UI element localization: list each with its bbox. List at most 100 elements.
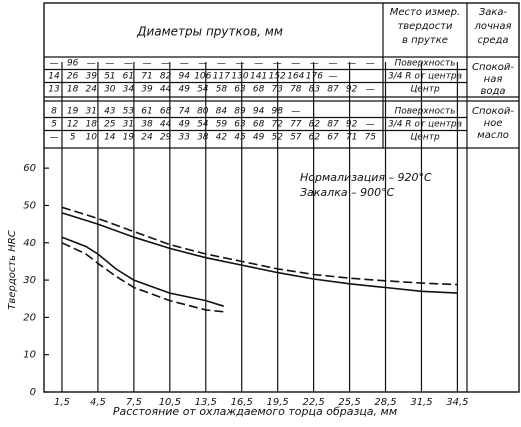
series-line [61, 242, 224, 313]
header-medium: лочная [473, 21, 511, 32]
cell: 38 [141, 120, 153, 130]
cell: — [236, 59, 245, 69]
cell: 19 [67, 107, 79, 117]
cell: 71 [141, 72, 152, 82]
y-tick-label: 30 [23, 275, 36, 286]
cell: 44 [160, 120, 172, 130]
medium: Спокой- [472, 106, 514, 117]
cell: 14 [48, 72, 60, 82]
cell: 61 [141, 107, 152, 117]
cell: 83 [309, 85, 321, 95]
cell: — [50, 133, 59, 143]
cell: 51 [104, 72, 115, 82]
cell: 29 [160, 133, 172, 143]
cell: 18 [85, 120, 97, 130]
cell: 75 [364, 133, 376, 143]
cell: 94 [253, 107, 265, 117]
cell: — [366, 59, 375, 69]
cell: 18 [67, 85, 79, 95]
cell: 74 [178, 107, 190, 117]
x-tick-label: 31,5 [410, 397, 432, 408]
x-tick-label: 10,5 [159, 397, 181, 408]
header-medium: среда [477, 35, 508, 46]
cell: 34 [123, 85, 135, 95]
cell: — [161, 59, 170, 69]
x-tick-label: 34,5 [446, 397, 468, 408]
cell: 62 [309, 133, 321, 143]
cell: 57 [290, 133, 302, 143]
y-tick-label: 60 [23, 163, 36, 174]
cell: 92 [346, 120, 358, 130]
cell: 49 [178, 120, 190, 130]
annotation: Нормализация – 920°C [300, 171, 432, 184]
cell: 44 [160, 85, 172, 95]
cell: 39 [141, 85, 153, 95]
cell: — [180, 59, 189, 69]
place: Центр [410, 85, 440, 95]
x-tick-label: 28,5 [374, 397, 396, 408]
medium: ное [484, 118, 503, 129]
x-tick-label: 4,5 [90, 397, 106, 408]
cell: — [143, 59, 152, 69]
cell: 33 [178, 133, 190, 143]
cell: 25 [104, 120, 116, 130]
cell: 8 [51, 107, 57, 117]
cell: 59 [216, 120, 228, 130]
cell: 61 [123, 72, 134, 82]
header-place: твердости [397, 21, 453, 32]
cell: 26 [67, 72, 79, 82]
cell: 38 [197, 133, 209, 143]
cell: 82 [309, 120, 321, 130]
cell: — [310, 59, 319, 69]
cell: 80 [197, 107, 209, 117]
x-tick-label: 16,5 [231, 397, 253, 408]
place: Поверхность [394, 59, 455, 69]
place: Центр [410, 133, 440, 143]
cell: 141 [250, 72, 267, 82]
cell: 19 [123, 133, 135, 143]
cell: 87 [327, 85, 339, 95]
series-line [61, 206, 458, 286]
header-medium: Зака- [479, 7, 508, 18]
cell: 96 [67, 59, 79, 69]
cell: 68 [253, 120, 265, 130]
cell: 53 [123, 107, 135, 117]
cell: 71 [346, 133, 357, 143]
cell: — [366, 120, 375, 130]
y-axis-label: Твердость HRC [7, 230, 18, 309]
y-tick-label: 10 [23, 350, 36, 361]
cell: — [198, 59, 207, 69]
cell: 89 [234, 107, 246, 117]
series-line [61, 236, 224, 307]
cell: 31 [85, 107, 96, 117]
cell: 45 [234, 133, 246, 143]
header-diameters: Диаметры прутков, мм [136, 25, 283, 39]
cell: 39 [85, 72, 97, 82]
medium: ная [484, 74, 503, 85]
cell: 78 [290, 85, 302, 95]
cell: 5 [70, 133, 76, 143]
cell: — [217, 59, 226, 69]
cell: 5 [51, 120, 57, 130]
cell: 68 [253, 85, 265, 95]
cell: 24 [141, 133, 153, 143]
y-tick-label: 50 [23, 200, 36, 211]
cell: 49 [178, 85, 190, 95]
frame [43, 2, 520, 393]
cell: 84 [216, 107, 228, 117]
cell: — [329, 59, 338, 69]
place: Поверхность [394, 107, 455, 117]
cell: 24 [85, 85, 97, 95]
cell: 130 [231, 72, 248, 82]
cell: — [366, 85, 375, 95]
cell: 54 [197, 120, 209, 130]
x-tick-label: 1,5 [54, 397, 70, 408]
cell: 92 [346, 85, 358, 95]
cell: 30 [104, 85, 116, 95]
cell: — [124, 59, 133, 69]
cell: 63 [234, 85, 246, 95]
cell: 31 [123, 120, 134, 130]
cell: 10 [85, 133, 97, 143]
x-axis-label: Расстояние от охлаждаемого торца образца… [113, 405, 397, 418]
x-tick-label: 7,5 [126, 397, 142, 408]
